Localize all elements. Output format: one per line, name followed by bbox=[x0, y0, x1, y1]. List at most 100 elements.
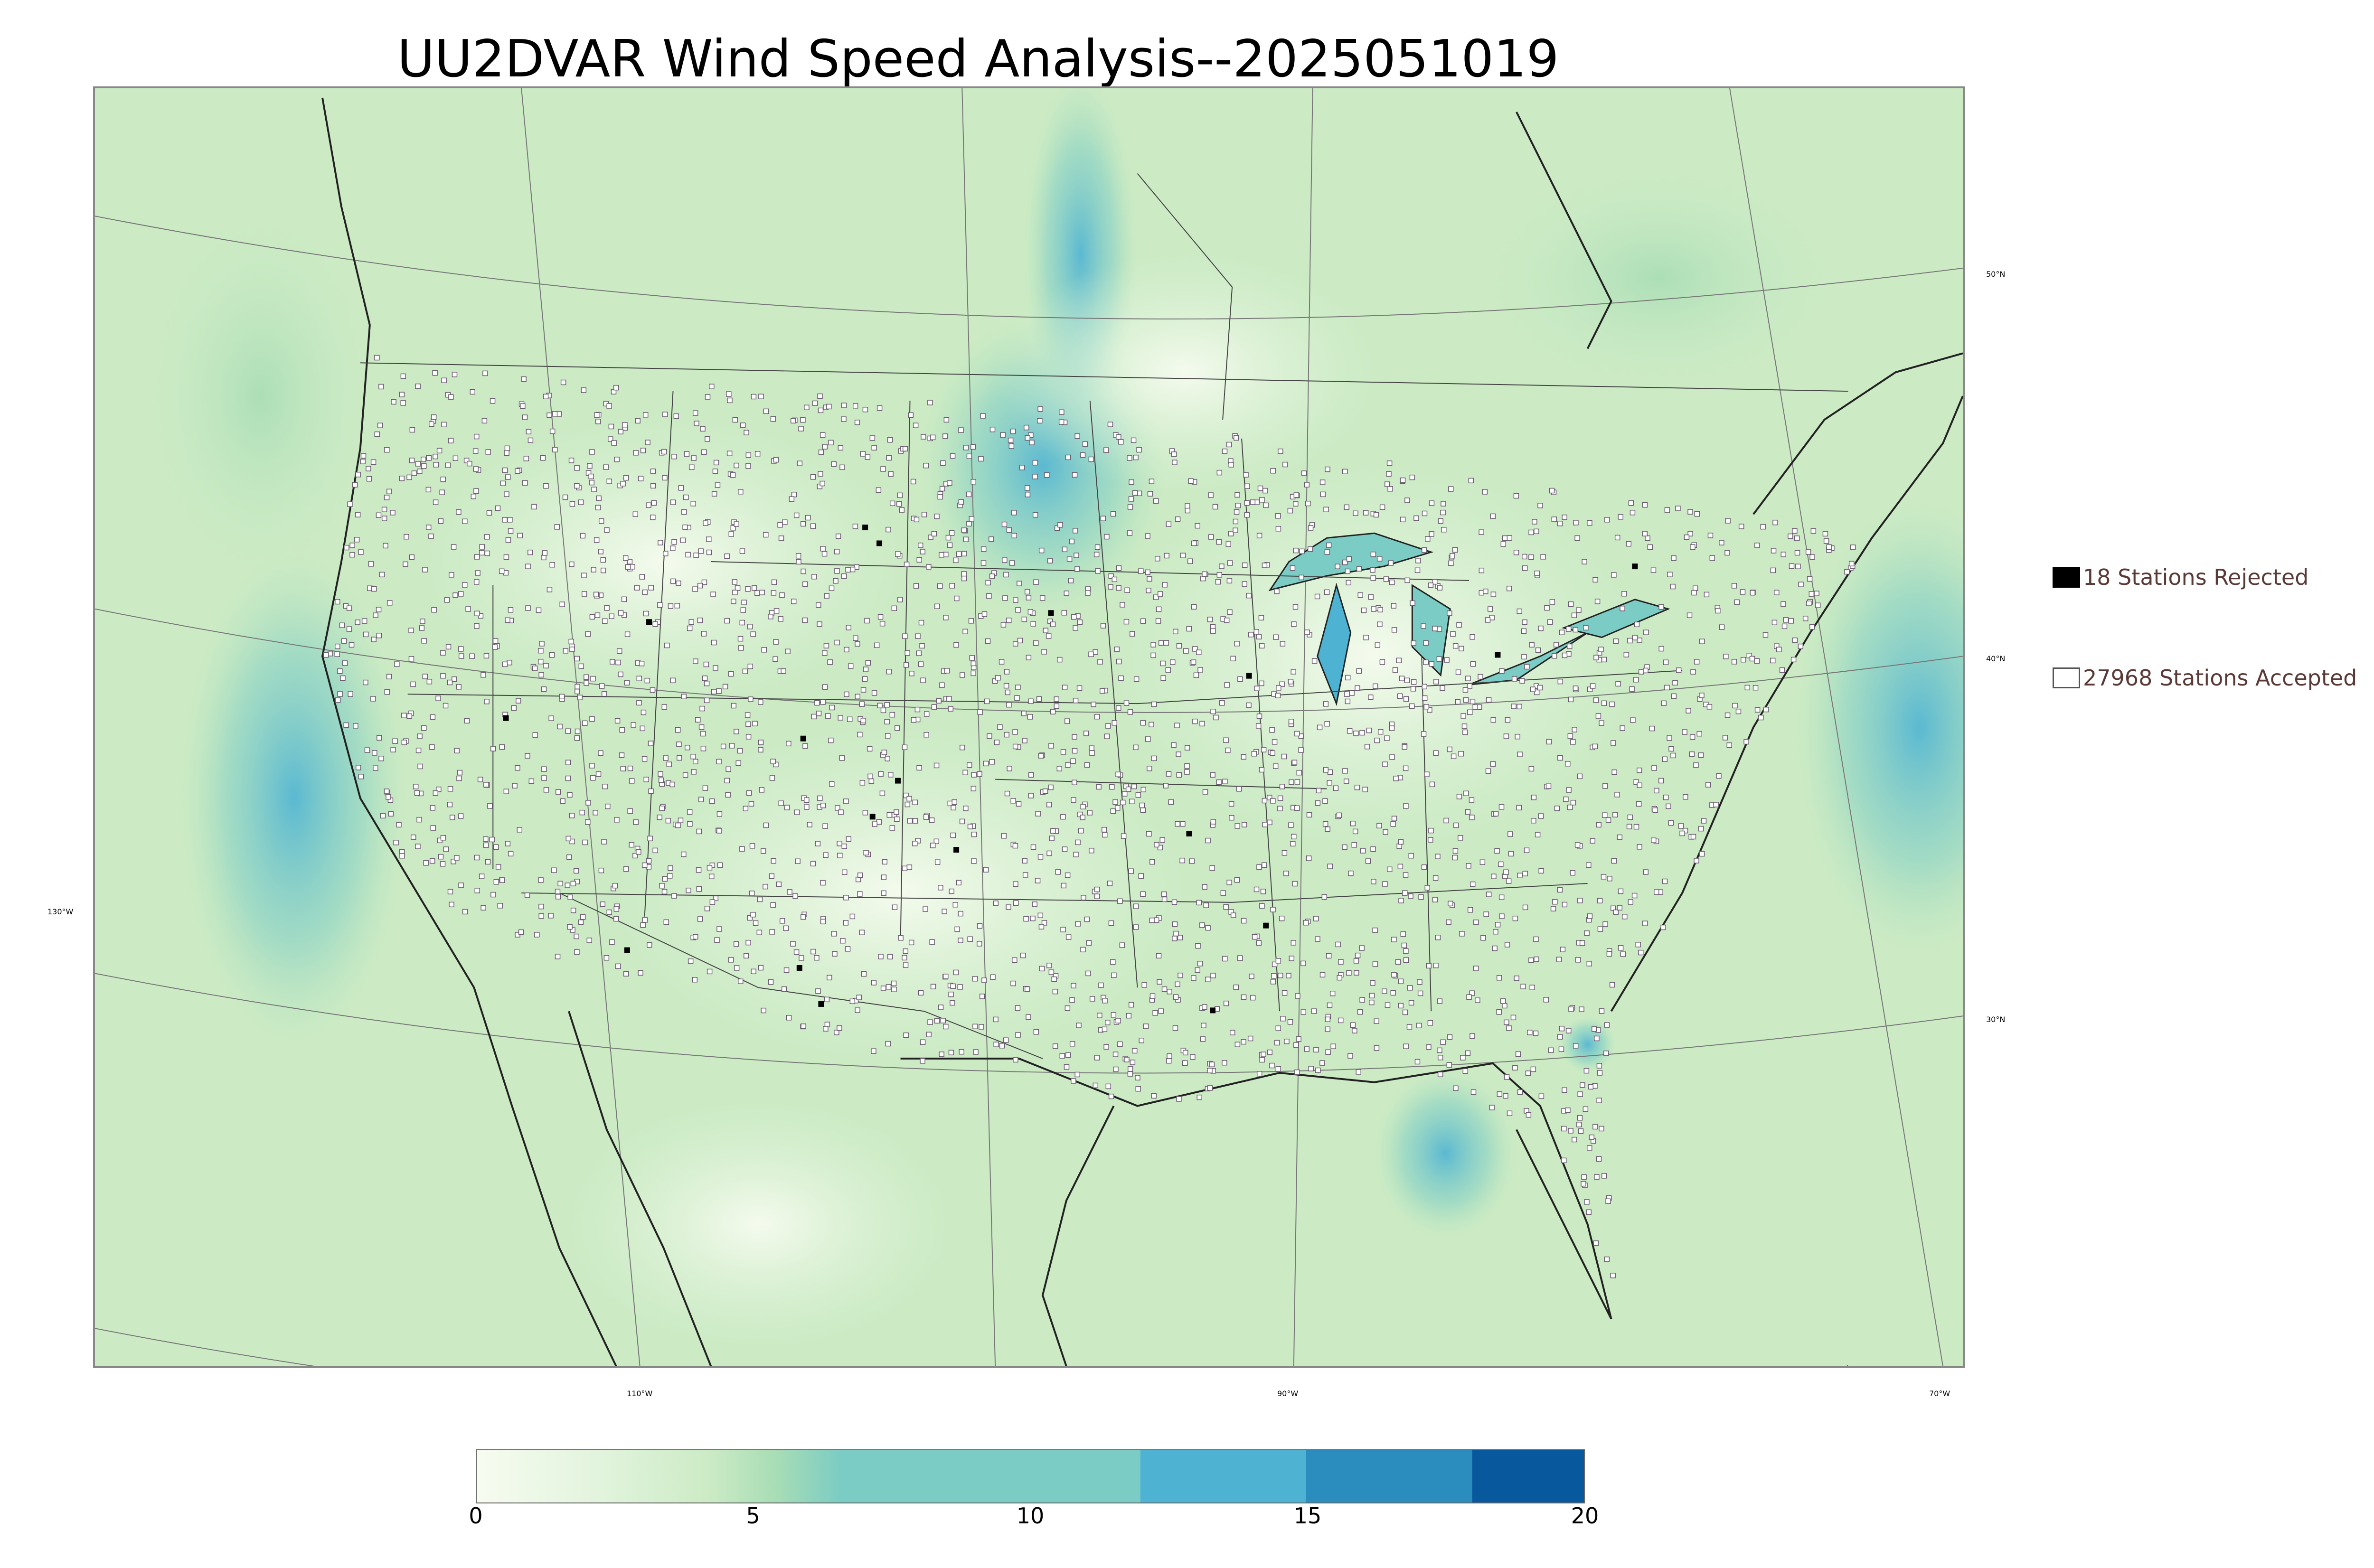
station-accepted-marker bbox=[1253, 629, 1259, 635]
station-accepted-marker bbox=[980, 546, 987, 552]
station-accepted-marker bbox=[781, 986, 787, 992]
station-accepted-marker bbox=[695, 717, 701, 723]
station-accepted-marker bbox=[701, 449, 707, 455]
station-accepted-marker bbox=[430, 805, 436, 811]
station-accepted-marker bbox=[399, 392, 405, 397]
station-accepted-marker bbox=[784, 805, 790, 810]
station-accepted-marker bbox=[1421, 731, 1427, 737]
station-accepted-marker bbox=[791, 599, 797, 604]
station-accepted-marker bbox=[750, 631, 756, 637]
station-accepted-marker bbox=[1758, 714, 1764, 721]
station-accepted-marker bbox=[1006, 702, 1012, 708]
station-accepted-marker bbox=[1504, 942, 1510, 948]
station-accepted-marker bbox=[1437, 998, 1442, 1004]
station-accepted-marker bbox=[416, 469, 423, 474]
station-accepted-marker bbox=[1105, 1083, 1112, 1089]
station-accepted-marker bbox=[772, 656, 778, 662]
station-accepted-marker bbox=[1432, 897, 1438, 902]
station-accepted-marker bbox=[469, 653, 475, 659]
station-accepted-marker bbox=[598, 750, 603, 756]
station-accepted-marker bbox=[1094, 544, 1101, 550]
station-accepted-marker bbox=[1686, 708, 1691, 714]
station-accepted-marker bbox=[1267, 819, 1272, 826]
station-accepted-marker bbox=[1726, 742, 1732, 748]
station-accepted-marker bbox=[1096, 784, 1102, 790]
station-accepted-marker bbox=[538, 877, 544, 883]
station-accepted-marker bbox=[508, 851, 514, 856]
station-accepted-marker bbox=[1724, 712, 1731, 718]
station-accepted-marker bbox=[804, 804, 810, 810]
station-accepted-marker bbox=[504, 491, 509, 497]
station-accepted-marker bbox=[1763, 706, 1769, 713]
station-accepted-marker bbox=[1353, 510, 1358, 516]
station-accepted-marker bbox=[1279, 784, 1285, 789]
station-accepted-marker bbox=[1196, 1094, 1202, 1100]
station-accepted-marker bbox=[1571, 612, 1577, 618]
station-accepted-marker bbox=[863, 850, 869, 855]
station-accepted-marker bbox=[738, 978, 744, 984]
station-accepted-marker bbox=[1229, 815, 1234, 821]
station-accepted-marker bbox=[1050, 709, 1056, 714]
station-accepted-marker bbox=[834, 568, 840, 574]
station-accepted-marker bbox=[817, 795, 823, 801]
station-accepted-marker bbox=[675, 822, 681, 828]
station-accepted-marker bbox=[1046, 633, 1052, 639]
station-accepted-marker bbox=[341, 638, 347, 644]
station-accepted-marker bbox=[1396, 843, 1402, 849]
station-accepted-marker bbox=[1205, 837, 1211, 844]
station-accepted-marker bbox=[880, 986, 886, 991]
station-accepted-marker bbox=[903, 962, 909, 968]
station-accepted-marker bbox=[1465, 809, 1471, 815]
station-accepted-marker bbox=[1490, 592, 1497, 597]
station-accepted-marker bbox=[971, 858, 977, 864]
station-accepted-marker bbox=[1528, 529, 1534, 535]
station-accepted-marker bbox=[380, 813, 386, 819]
longitude-label-90w: 90°W bbox=[1277, 1389, 1299, 1398]
station-accepted-marker bbox=[633, 450, 639, 456]
station-accepted-marker bbox=[1356, 566, 1362, 572]
station-accepted-marker bbox=[1146, 831, 1152, 837]
station-accepted-marker bbox=[1414, 567, 1421, 573]
station-accepted-marker bbox=[929, 817, 935, 823]
station-accepted-marker bbox=[1533, 936, 1539, 942]
station-accepted-marker bbox=[1500, 998, 1506, 1004]
station-accepted-marker bbox=[662, 475, 668, 481]
station-accepted-marker bbox=[1131, 1048, 1138, 1054]
station-accepted-marker bbox=[440, 650, 446, 656]
station-accepted-marker bbox=[631, 722, 636, 728]
station-accepted-marker bbox=[1050, 828, 1056, 834]
station-accepted-marker bbox=[1398, 1003, 1404, 1009]
station-accepted-marker bbox=[1448, 901, 1453, 907]
station-accepted-marker bbox=[1441, 501, 1446, 507]
station-accepted-marker bbox=[1027, 609, 1034, 615]
station-accepted-marker bbox=[956, 551, 962, 557]
station-accepted-marker bbox=[687, 809, 693, 815]
station-accepted-marker bbox=[443, 703, 449, 709]
station-accepted-marker bbox=[1440, 509, 1446, 516]
station-accepted-marker bbox=[1345, 675, 1351, 681]
station-accepted-marker bbox=[1532, 519, 1537, 525]
station-accepted-marker bbox=[1127, 1066, 1133, 1072]
station-accepted-marker bbox=[1242, 562, 1248, 568]
station-accepted-marker bbox=[771, 579, 777, 585]
station-accepted-marker bbox=[643, 777, 650, 782]
station-accepted-marker bbox=[1259, 1057, 1265, 1063]
station-accepted-marker bbox=[1483, 588, 1488, 594]
station-accepted-marker bbox=[480, 672, 486, 678]
station-accepted-marker bbox=[859, 930, 865, 935]
station-accepted-marker bbox=[1716, 773, 1722, 779]
station-accepted-marker bbox=[440, 835, 446, 841]
station-accepted-marker bbox=[1076, 685, 1083, 691]
station-rejected-marker bbox=[1246, 673, 1252, 679]
station-accepted-marker bbox=[711, 639, 717, 646]
station-accepted-marker bbox=[447, 889, 453, 894]
station-accepted-marker bbox=[522, 414, 528, 420]
station-accepted-marker bbox=[1549, 599, 1555, 605]
station-accepted-marker bbox=[1065, 872, 1071, 878]
station-accepted-marker bbox=[1184, 763, 1190, 769]
station-accepted-marker bbox=[578, 499, 584, 505]
station-accepted-marker bbox=[1601, 874, 1607, 880]
station-accepted-marker bbox=[404, 534, 409, 540]
station-accepted-marker bbox=[1595, 713, 1602, 719]
station-accepted-marker bbox=[1054, 703, 1060, 709]
